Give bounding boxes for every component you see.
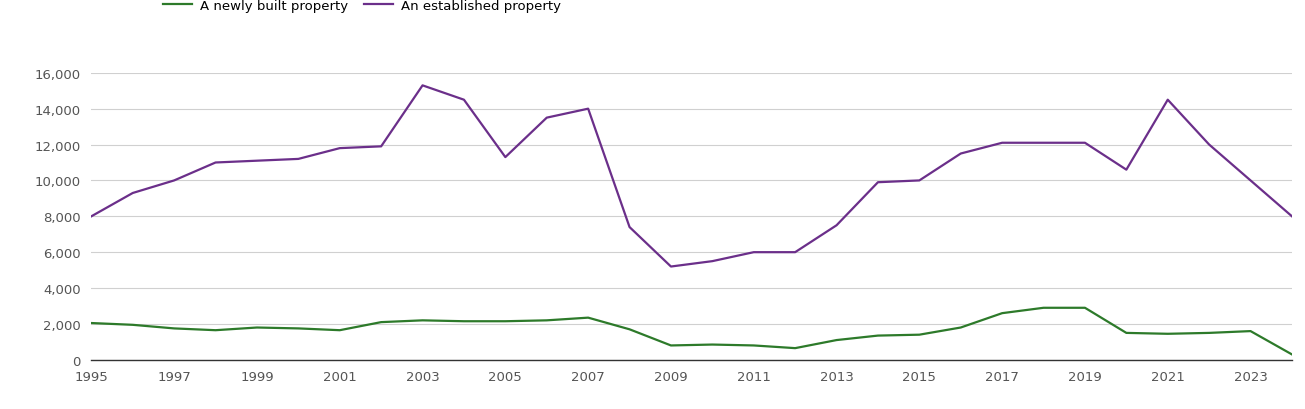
An established property	[539, 116, 555, 121]
An established property	[621, 225, 637, 230]
A newly built property	[787, 346, 803, 351]
An established property	[125, 191, 141, 196]
An established property	[663, 265, 679, 270]
An established property	[249, 159, 265, 164]
A newly built property	[207, 328, 223, 333]
A newly built property	[1284, 352, 1300, 357]
An established property	[1118, 168, 1134, 173]
An established property	[1077, 141, 1092, 146]
An established property	[84, 214, 99, 219]
A newly built property	[497, 319, 513, 324]
A newly built property	[870, 333, 886, 338]
An established property	[1160, 98, 1176, 103]
An established property	[1284, 214, 1300, 219]
A newly built property	[457, 319, 472, 324]
A newly built property	[415, 318, 431, 323]
A newly built property	[953, 325, 968, 330]
A newly built property	[539, 318, 555, 323]
An established property	[1202, 143, 1218, 148]
An established property	[994, 141, 1010, 146]
A newly built property	[746, 343, 762, 348]
A newly built property	[911, 333, 927, 337]
A newly built property	[1202, 330, 1218, 335]
A newly built property	[373, 320, 389, 325]
A newly built property	[1077, 306, 1092, 310]
A newly built property	[291, 326, 307, 331]
Line: An established property: An established property	[91, 86, 1292, 267]
A newly built property	[581, 315, 596, 320]
An established property	[457, 98, 472, 103]
A newly built property	[663, 343, 679, 348]
An established property	[870, 180, 886, 185]
A newly built property	[621, 327, 637, 332]
An established property	[911, 179, 927, 184]
A newly built property	[84, 321, 99, 326]
An established property	[1242, 179, 1258, 184]
A newly built property	[125, 323, 141, 328]
An established property	[166, 179, 181, 184]
A newly built property	[166, 326, 181, 331]
An established property	[1036, 141, 1052, 146]
A newly built property	[331, 328, 347, 333]
An established property	[207, 161, 223, 166]
An established property	[581, 107, 596, 112]
An established property	[497, 155, 513, 160]
An established property	[331, 146, 347, 151]
An established property	[705, 259, 720, 264]
An established property	[953, 152, 968, 157]
An established property	[829, 223, 844, 228]
An established property	[787, 250, 803, 255]
A newly built property	[1160, 332, 1176, 337]
A newly built property	[1118, 330, 1134, 335]
An established property	[291, 157, 307, 162]
A newly built property	[705, 342, 720, 347]
An established property	[415, 84, 431, 89]
Legend: A newly built property, An established property: A newly built property, An established p…	[158, 0, 566, 18]
A newly built property	[249, 325, 265, 330]
An established property	[373, 144, 389, 149]
A newly built property	[1036, 306, 1052, 310]
A newly built property	[1242, 329, 1258, 334]
Line: A newly built property: A newly built property	[91, 308, 1292, 355]
A newly built property	[829, 338, 844, 343]
A newly built property	[994, 311, 1010, 316]
An established property	[746, 250, 762, 255]
